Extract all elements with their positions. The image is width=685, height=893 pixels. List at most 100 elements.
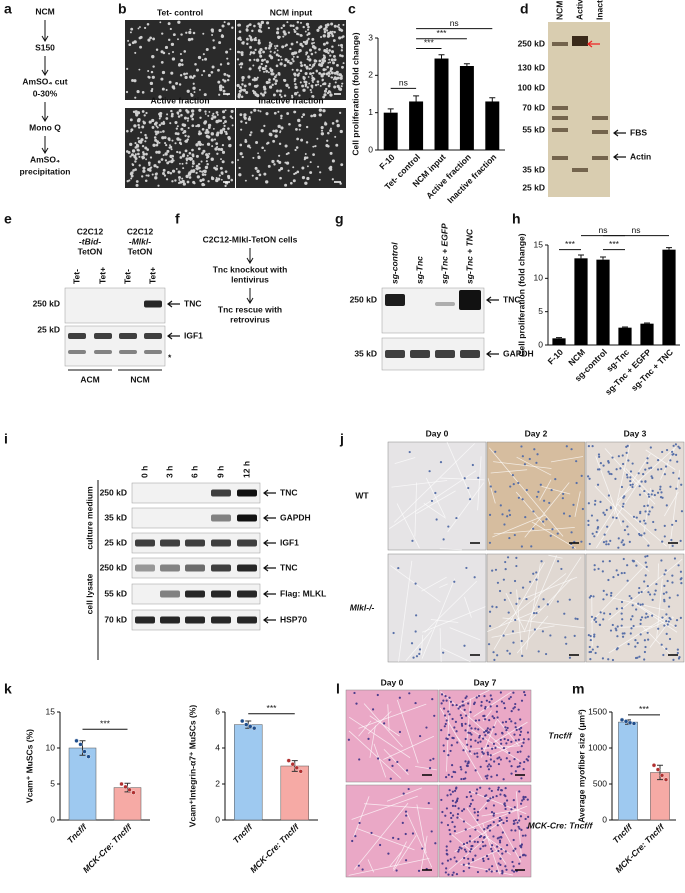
nucleus [617, 546, 620, 549]
cell [292, 60, 295, 63]
fiber-edge [351, 795, 418, 820]
cell [324, 24, 327, 27]
cell [265, 181, 268, 184]
marker-label: 35 kD [104, 512, 127, 522]
nucleus [450, 775, 454, 778]
nucleus [471, 463, 474, 467]
cell [137, 27, 140, 30]
nucleus [488, 719, 491, 722]
fiber-edge [505, 592, 525, 631]
nucleus [511, 630, 515, 633]
cell [176, 137, 180, 141]
fiber-edge [363, 703, 403, 748]
nucleus [588, 645, 591, 649]
cell [322, 95, 326, 99]
cell [199, 179, 203, 183]
cell [174, 120, 178, 125]
band [211, 539, 231, 547]
nucleus [402, 792, 405, 795]
nucleus [508, 751, 511, 755]
nucleus [622, 520, 625, 523]
cell [134, 160, 137, 163]
cell [302, 113, 306, 117]
nucleus [521, 834, 525, 837]
nucleus [671, 574, 674, 577]
fiber-edge [454, 805, 528, 835]
cell [328, 58, 331, 61]
nucleus [469, 738, 472, 741]
nucleus [617, 455, 620, 458]
cell [177, 112, 180, 115]
nucleus [677, 477, 681, 480]
cell [257, 109, 260, 112]
cell [223, 124, 226, 127]
cell [162, 51, 166, 55]
nucleus [498, 816, 502, 820]
cell [165, 88, 168, 91]
nucleus [564, 636, 567, 639]
cell [274, 47, 277, 50]
nucleus [491, 605, 494, 608]
nucleus [449, 833, 452, 836]
bar [662, 249, 676, 345]
nucleus [623, 495, 626, 498]
band [385, 294, 405, 306]
cell [326, 47, 329, 50]
fiber-edge [440, 477, 485, 481]
fiber-edge [595, 479, 641, 549]
nucleus [607, 658, 610, 661]
row-label: Tncf/f [548, 730, 572, 740]
fiber-edge [465, 698, 472, 753]
cell [251, 29, 254, 33]
nucleus [589, 594, 593, 598]
cell [278, 93, 282, 97]
cell [133, 124, 137, 128]
nucleus [668, 596, 671, 599]
y-tick-label: 10 [534, 273, 544, 283]
data-point [294, 765, 299, 770]
cell [250, 111, 253, 114]
nucleus [496, 581, 500, 584]
nucleus [602, 598, 605, 601]
band [160, 564, 180, 572]
cell [152, 143, 156, 147]
cell [137, 126, 141, 129]
band [185, 539, 205, 547]
cell [145, 152, 148, 156]
nucleus [457, 807, 460, 810]
cell [221, 143, 225, 147]
nucleus [581, 507, 584, 511]
cell [249, 133, 252, 137]
y-tick-label: 2 [215, 778, 220, 788]
nucleus [506, 556, 510, 559]
cell [167, 22, 171, 26]
nucleus [383, 722, 386, 725]
cell [322, 54, 325, 57]
nucleus [428, 470, 431, 473]
nucleus [675, 453, 678, 456]
nucleus [487, 643, 491, 646]
nucleus [638, 520, 642, 523]
nucleus [523, 691, 526, 694]
fiber-edge [348, 858, 430, 876]
nucleus [614, 477, 617, 480]
cell [171, 157, 174, 161]
cell [216, 152, 219, 155]
nucleus [638, 586, 641, 590]
cell [284, 45, 287, 48]
nucleus [479, 847, 482, 850]
x-tick-label: MCK-Cre: Tncf/f [81, 821, 135, 875]
nucleus [614, 627, 617, 630]
cell [256, 76, 259, 79]
nucleus [469, 711, 472, 714]
cell [195, 154, 199, 158]
cell [244, 179, 247, 182]
nucleus [568, 598, 571, 601]
cell [221, 150, 226, 154]
nucleus [465, 714, 468, 717]
band [160, 590, 180, 598]
cell [264, 46, 268, 50]
nucleus [500, 789, 503, 792]
nucleus [449, 858, 452, 861]
nucleus [523, 760, 526, 764]
